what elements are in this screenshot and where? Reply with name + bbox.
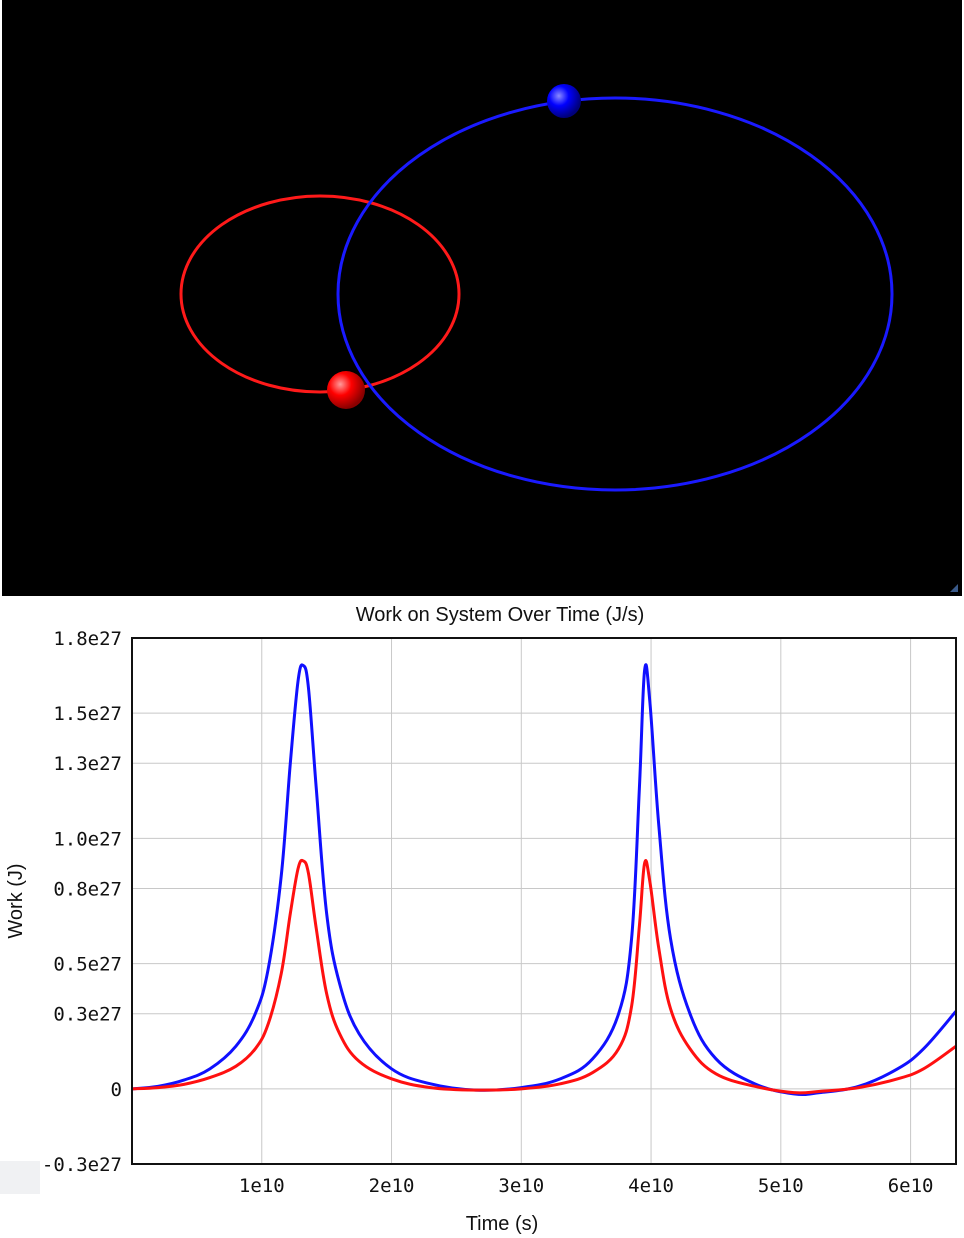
- x-tick-label: 3e10: [498, 1175, 544, 1197]
- x-tick-label: 4e10: [628, 1175, 674, 1197]
- blue-body[interactable]: [547, 84, 581, 118]
- grid: [132, 637, 956, 1165]
- y-tick-label: 0.3e27: [53, 1004, 122, 1026]
- plot-frame: [131, 637, 957, 1165]
- y-tick-label: 0.8e27: [53, 878, 122, 900]
- y-tick-label: 0.5e27: [53, 954, 122, 976]
- graph-left-margin: [0, 596, 40, 1161]
- x-tick-label: 1e10: [239, 1175, 285, 1197]
- x-tick-labels: 1e10 2e10 3e10 4e10 5e10 6e10: [239, 1175, 934, 1197]
- graph-panel: -0.3e27 0 0.3e27 0.5e27 0.8e27 1.0e27 1.3e27 1.…: [0, 596, 964, 1238]
- x-tick-label: 2e10: [369, 1175, 415, 1197]
- orbit-canvas: [179, 84, 894, 492]
- y-axis-title: Work (J): [5, 863, 27, 938]
- y-tick-label: 1.8e27: [53, 628, 122, 650]
- x-tick-label: 6e10: [888, 1175, 934, 1197]
- red-body[interactable]: [327, 371, 365, 409]
- red-orbit: [179, 194, 461, 394]
- y-tick-label: 0: [111, 1079, 122, 1101]
- y-tick-labels: -0.3e27 0 0.3e27 0.5e27 0.8e27 1.0e27 1.3e27 1.…: [42, 628, 122, 1176]
- work-chart: -0.3e27 0 0.3e27 0.5e27 0.8e27 1.0e27 1.3e27 1.…: [0, 604, 964, 1238]
- chart-title: Work on System Over Time (J/s): [356, 604, 645, 626]
- y-tick-label: 1.0e27: [53, 828, 122, 850]
- series-layer: [131, 663, 958, 1097]
- y-tick-label: 1.3e27: [53, 753, 122, 775]
- x-axis-title: Time (s): [466, 1213, 539, 1235]
- y-tick-label: -0.3e27: [42, 1154, 122, 1176]
- blue-orbit: [336, 96, 894, 492]
- x-tick-label: 5e10: [758, 1175, 804, 1197]
- orbit-scene[interactable]: [2, 0, 962, 596]
- chart-bottom-band: [0, 1194, 964, 1238]
- resize-handle[interactable]: [950, 584, 958, 592]
- y-tick-label: 1.5e27: [53, 703, 122, 725]
- plot-background: [132, 638, 956, 1164]
- series-line-red: [131, 858, 957, 1095]
